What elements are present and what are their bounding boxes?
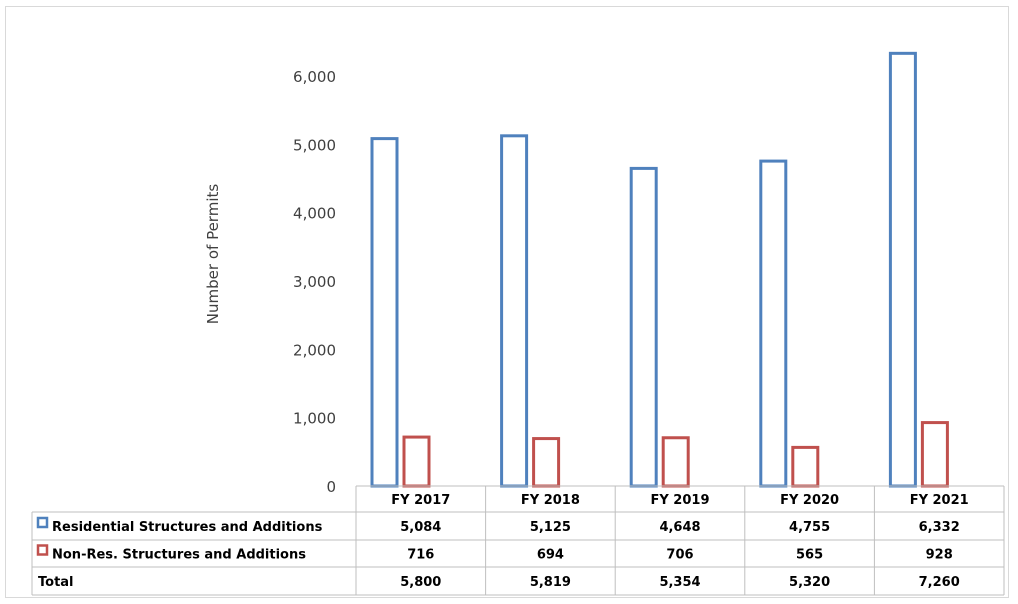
x-category-label: FY 2019 bbox=[650, 493, 709, 508]
bar-non-residential bbox=[532, 437, 561, 488]
x-category-label: FY 2018 bbox=[521, 493, 580, 508]
data-cell: 5,125 bbox=[530, 520, 571, 535]
data-cell: 928 bbox=[926, 548, 953, 563]
total-cell: 7,260 bbox=[919, 575, 960, 590]
data-cell: 5,084 bbox=[400, 520, 441, 535]
bar-residential bbox=[759, 159, 788, 488]
data-table: FY 2017 FY 2018 FY 2019 FY 2020 FY 2021 Resid… bbox=[31, 485, 1005, 596]
data-cell: 4,648 bbox=[659, 520, 700, 535]
y-axis-ticks: 0 1,000 2,000 3,000 4,000 5,000 6,000 bbox=[293, 68, 336, 496]
bar-non-residential bbox=[791, 445, 820, 488]
data-cell: 4,755 bbox=[789, 520, 830, 535]
y-tick-label: 0 bbox=[326, 478, 336, 496]
y-tick-label: 4,000 bbox=[293, 205, 336, 223]
y-tick-label: 2,000 bbox=[293, 341, 336, 359]
bar-residential bbox=[500, 134, 529, 488]
bars-group bbox=[370, 51, 949, 488]
total-cell: 5,354 bbox=[659, 575, 700, 590]
y-tick-label: 6,000 bbox=[293, 68, 336, 86]
y-tick-label: 1,000 bbox=[293, 410, 336, 428]
y-tick-label: 3,000 bbox=[293, 273, 336, 291]
x-category-label: FY 2020 bbox=[780, 493, 839, 508]
chart-frame bbox=[5, 6, 1009, 598]
series-name: Non-Res. Structures and Additions bbox=[52, 548, 306, 563]
series-name: Residential Structures and Additions bbox=[52, 520, 323, 535]
bar-residential bbox=[629, 166, 658, 488]
data-cell: 716 bbox=[407, 548, 434, 563]
bar-residential bbox=[370, 137, 399, 488]
total-cell: 5,800 bbox=[400, 575, 441, 590]
total-row-label: Total bbox=[38, 575, 74, 590]
data-cell: 706 bbox=[666, 548, 693, 563]
x-category-label: FY 2017 bbox=[391, 493, 450, 508]
y-tick-label: 5,000 bbox=[293, 136, 336, 154]
y-axis-title: Number of Permits bbox=[204, 184, 222, 325]
legend-key-non-residential bbox=[36, 544, 49, 556]
data-cell: 6,332 bbox=[919, 520, 960, 535]
data-cell: 694 bbox=[537, 548, 564, 563]
legend-key-residential bbox=[36, 516, 49, 529]
x-category-label: FY 2021 bbox=[910, 493, 969, 508]
bar-non-residential bbox=[920, 421, 949, 488]
total-cell: 5,819 bbox=[530, 575, 571, 590]
bar-residential bbox=[888, 51, 917, 488]
bar-non-residential bbox=[661, 436, 690, 488]
data-cell: 565 bbox=[796, 548, 823, 563]
bar-non-residential bbox=[402, 435, 431, 488]
total-cell: 5,320 bbox=[789, 575, 830, 590]
